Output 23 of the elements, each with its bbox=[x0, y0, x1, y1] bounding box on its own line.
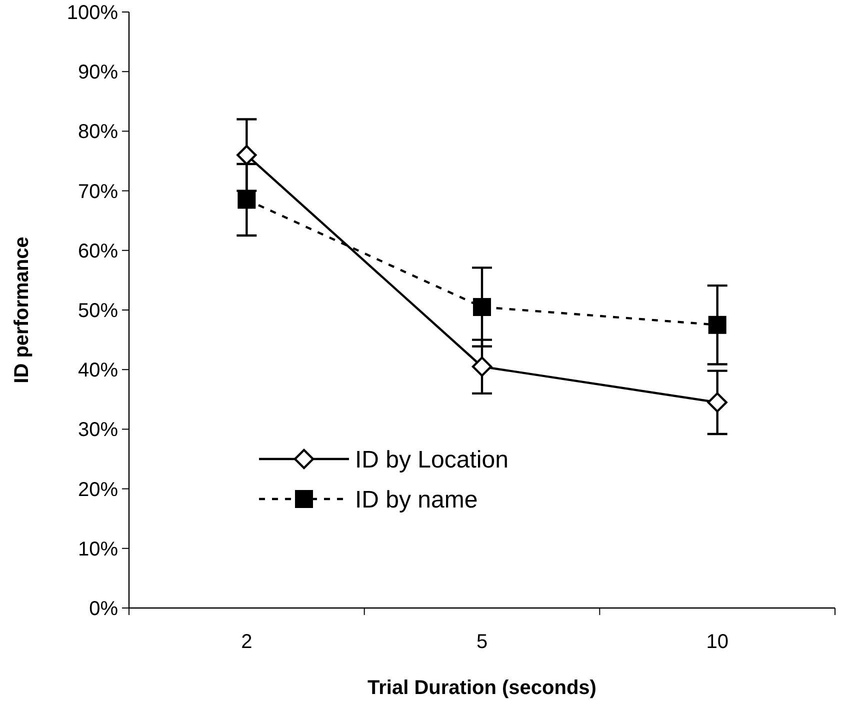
x-tick-label: 5 bbox=[476, 631, 488, 653]
y-axis-title: ID performance bbox=[11, 236, 33, 384]
point bbox=[707, 392, 728, 412]
legend-label: ID by Location bbox=[355, 446, 508, 474]
y-tick-label: 100% bbox=[66, 2, 118, 24]
x-tick-label: 10 bbox=[706, 631, 728, 653]
y-tick-label: 60% bbox=[78, 240, 118, 262]
point bbox=[472, 356, 492, 377]
y-tick-label: 0% bbox=[89, 598, 118, 620]
y-tick-label: 70% bbox=[78, 180, 118, 203]
x-axis-title: Trial Duration (seconds) bbox=[368, 677, 596, 699]
y-tick-label: 50% bbox=[78, 300, 118, 322]
point bbox=[238, 190, 256, 209]
y-tick-label: 80% bbox=[78, 121, 118, 144]
point bbox=[708, 316, 726, 334]
x-tick-label: 2 bbox=[241, 631, 252, 653]
y-tick-label: 30% bbox=[78, 419, 118, 442]
legend-label: ID by name bbox=[355, 486, 478, 514]
y-tick-label: 10% bbox=[78, 538, 118, 560]
point bbox=[473, 298, 491, 316]
y-tick-label: 90% bbox=[78, 62, 118, 84]
y-tick-label: 40% bbox=[78, 360, 118, 382]
y-tick-label: 20% bbox=[78, 478, 118, 501]
